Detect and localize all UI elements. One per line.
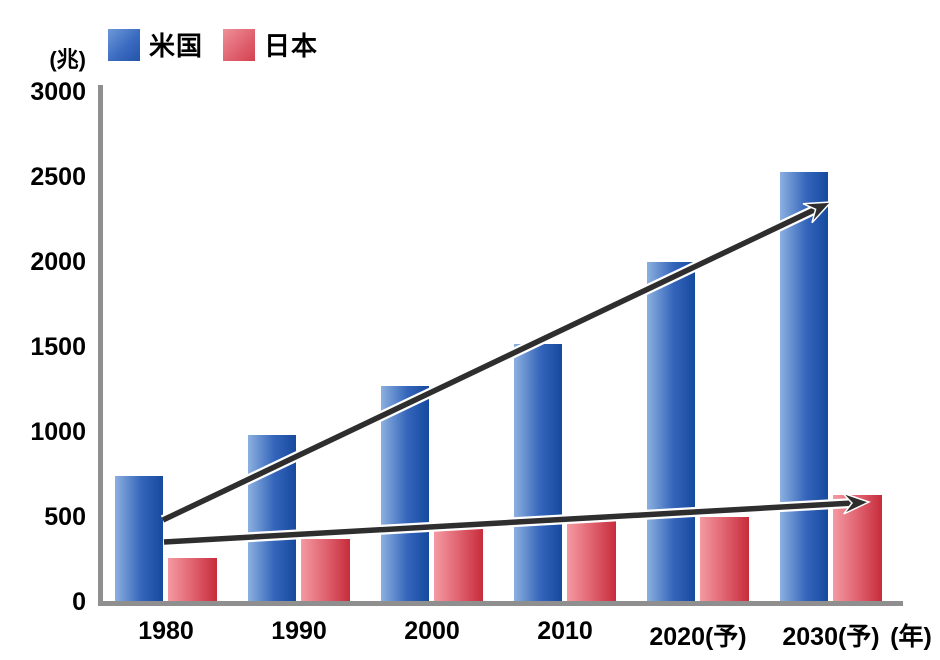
- y-tick-label: 3000: [30, 78, 86, 106]
- bar-米国-2030(予): [780, 171, 828, 602]
- y-tick-label: 2500: [30, 163, 86, 191]
- x-axis-unit-label: (年): [890, 623, 932, 651]
- x-tick-label: 1990: [271, 617, 327, 645]
- legend-label-jp: 日本: [264, 31, 319, 61]
- y-tick-label: 1500: [30, 333, 86, 361]
- legend-swatch-us-icon: [108, 28, 140, 61]
- x-tick-label: 2010: [537, 617, 593, 645]
- legend-item-us: 米国: [108, 26, 203, 63]
- bar-米国-2020(予): [647, 262, 695, 602]
- y-tick-label: 2000: [30, 248, 86, 276]
- legend-item-jp: 日本: [223, 26, 318, 63]
- y-tick-label: 500: [44, 503, 86, 531]
- y-axis-line: [98, 85, 103, 606]
- bar-日本-1990: [301, 539, 350, 602]
- bar-日本-2010: [567, 520, 616, 602]
- bar-米国-2000: [381, 386, 429, 602]
- x-axis-line: [98, 601, 903, 606]
- bar-米国-2010: [514, 343, 562, 602]
- bar-日本-1980: [168, 557, 217, 602]
- x-tick-label: 1980: [138, 617, 194, 645]
- bar-米国-1980: [115, 476, 163, 602]
- x-tick-label: 2020(予): [649, 623, 747, 651]
- bar-日本-2020(予): [700, 517, 749, 602]
- bar-日本-2000: [434, 527, 483, 602]
- bar-日本-2030(予): [833, 494, 882, 602]
- x-tick-label: 2030(予): [782, 623, 880, 651]
- x-tick-label: 2000: [404, 617, 460, 645]
- legend-label-us: 米国: [149, 31, 204, 61]
- bar-米国-1990: [248, 435, 296, 602]
- y-tick-label: 0: [72, 588, 86, 616]
- legend-swatch-jp-icon: [223, 28, 255, 61]
- y-tick-label: 1000: [30, 418, 86, 446]
- y-axis-unit-label: (兆): [49, 47, 86, 72]
